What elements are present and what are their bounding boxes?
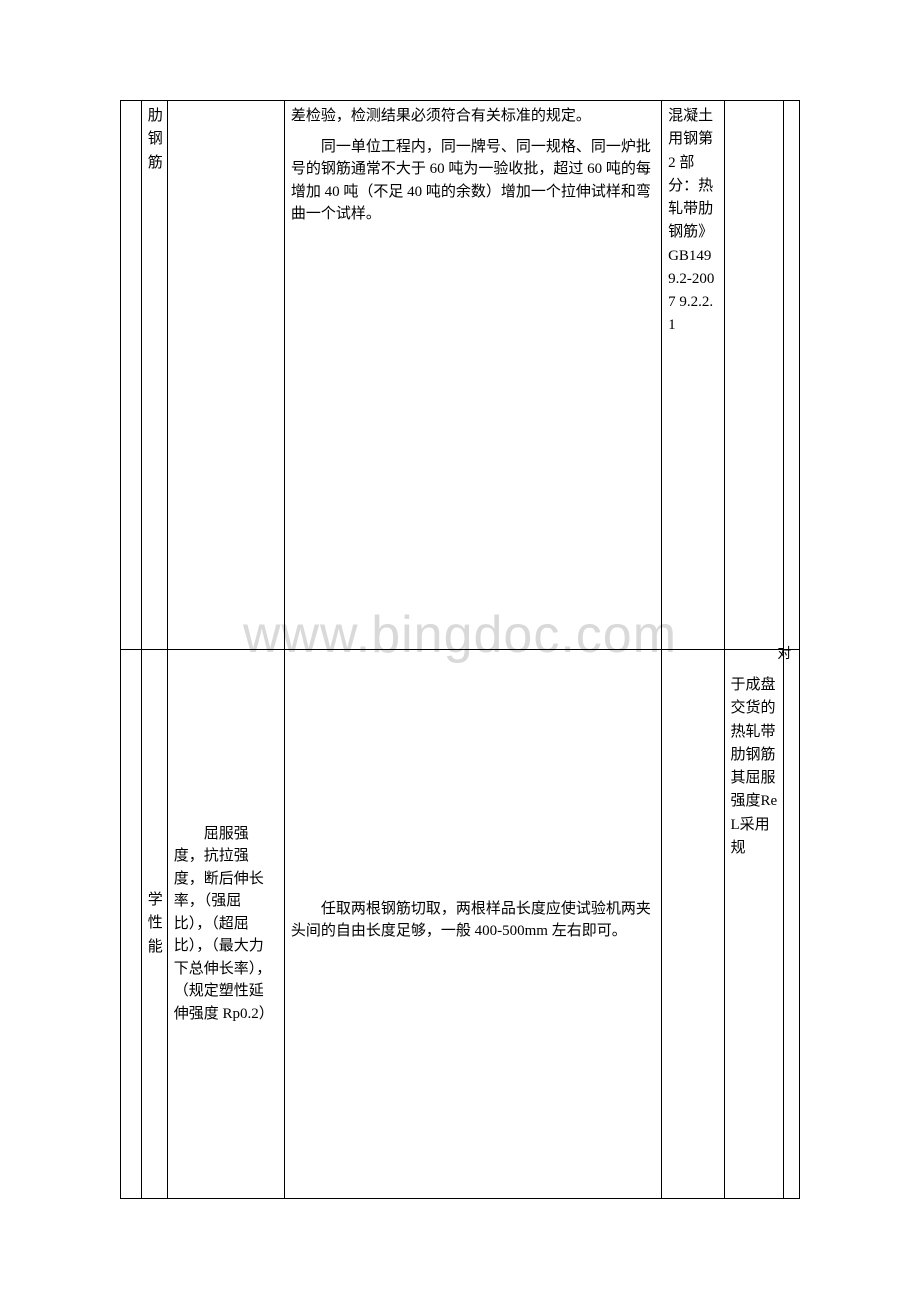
r1-c1-text: 肋钢筋 [148,105,161,175]
cell-r2-c4 [662,650,724,1199]
r1-c4-text: 混凝土用钢第 2 部分：热轧带肋钢筋》GB1499.2-2007 9.2.2.1 [668,105,717,338]
r2-c1-text: 学性能 [148,889,161,959]
r2-c2-text: 屈服强度，抗拉强度，断后伸长率，（强屈比），（超屈比），（最大力下总伸长率），（… [174,823,278,1026]
cell-r2-c3: 任取两根钢筋切取，两根样品长度应使试验机两夹头间的自由长度足够，一般 400-5… [284,650,661,1199]
r2-c6-overflow: 对 [777,644,791,665]
cell-r1-c5 [724,101,784,650]
cell-r1-c3: 差检验，检测结果必须符合有关标准的规定。 同一单位工程内，同一牌号、同一规格、同… [284,101,661,650]
r2-c3-text: 任取两根钢筋切取，两根样品长度应使试验机两夹头间的自由长度足够，一般 400-5… [291,898,655,943]
r1-c3-para1: 差检验，检测结果必须符合有关标准的规定。 [291,105,655,128]
cell-r2-c6 [784,650,800,1199]
cell-r2-c5: 对 于成盘交货的热轧带肋钢筋其屈服强度ReL采用规 [724,650,784,1199]
cell-r2-c1: 学性能 [141,650,167,1199]
cell-r2-c0 [121,650,142,1199]
cell-r1-c1: 肋钢筋 [141,101,167,650]
cell-r2-c2: 屈服强度，抗拉强度，断后伸长率，（强屈比），（超屈比），（最大力下总伸长率），（… [167,650,284,1199]
r1-c3-para2: 同一单位工程内，同一牌号、同一规格、同一炉批号的钢筋通常不大于 60 吨为一验收… [291,136,655,226]
table-row: 肋钢筋 差检验，检测结果必须符合有关标准的规定。 同一单位工程内，同一牌号、同一… [121,101,800,650]
document-table: 肋钢筋 差检验，检测结果必须符合有关标准的规定。 同一单位工程内，同一牌号、同一… [120,100,800,1199]
cell-r1-c4: 混凝土用钢第 2 部分：热轧带肋钢筋》GB1499.2-2007 9.2.2.1 [662,101,724,650]
cell-r1-c0 [121,101,142,650]
r2-c5-text: 于成盘交货的热轧带肋钢筋其屈服强度ReL采用规 [731,674,778,860]
cell-r1-c2 [167,101,284,650]
page-content: 肋钢筋 差检验，检测结果必须符合有关标准的规定。 同一单位工程内，同一牌号、同一… [0,0,920,1259]
table-row: 学性能 屈服强度，抗拉强度，断后伸长率，（强屈比），（超屈比），（最大力下总伸长… [121,650,800,1199]
cell-r1-c6 [784,101,800,650]
